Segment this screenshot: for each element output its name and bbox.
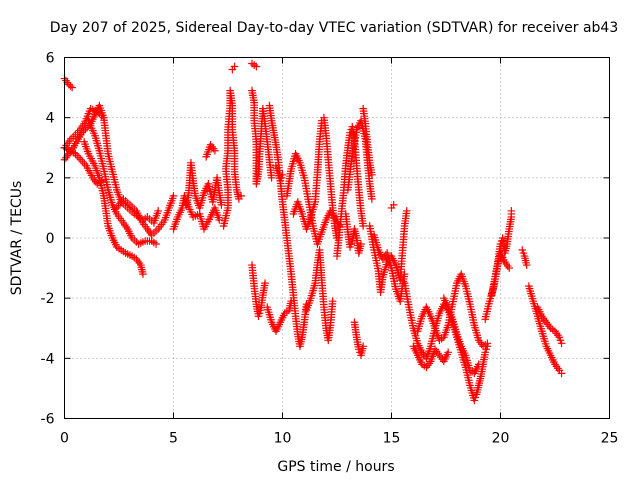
data-point xyxy=(215,216,224,224)
y-tick-label: 4 xyxy=(46,111,55,127)
data-point xyxy=(402,207,411,215)
data-point xyxy=(139,270,147,278)
data-point xyxy=(557,369,566,378)
x-tick-label: 10 xyxy=(274,431,292,447)
x-tick-label: 25 xyxy=(601,431,619,447)
data-point xyxy=(470,396,479,405)
y-tick-label: 6 xyxy=(46,51,55,67)
data-point xyxy=(237,192,245,200)
data-point xyxy=(474,360,483,369)
x-axis-label: GPS time / hours xyxy=(277,459,394,475)
data-point xyxy=(267,174,276,182)
data-point xyxy=(522,261,531,269)
data-point xyxy=(346,243,354,251)
data-point xyxy=(389,201,398,209)
data-point xyxy=(347,240,355,248)
data-point xyxy=(357,240,365,248)
data-point xyxy=(211,146,219,155)
data-point xyxy=(471,393,480,402)
data-point xyxy=(169,192,178,200)
data-point xyxy=(66,82,75,90)
data-point xyxy=(481,348,490,357)
y-axis-label: SDTVAR / TECUs xyxy=(9,181,25,296)
x-tick-label: 15 xyxy=(383,431,401,447)
data-point xyxy=(252,62,261,71)
data-point xyxy=(359,222,367,230)
data-point xyxy=(518,246,527,254)
data-point xyxy=(482,345,491,354)
y-tick-label: -2 xyxy=(41,291,55,307)
x-tick-label: 5 xyxy=(169,431,178,447)
axis-ticks: 0 5 10 15 20 25 -6 -4 -2 0 2 4 6 xyxy=(41,51,619,447)
data-point xyxy=(255,309,264,318)
data-point xyxy=(556,336,565,345)
data-point xyxy=(400,270,409,278)
data-point xyxy=(68,83,76,92)
data-point xyxy=(359,342,367,351)
data-point xyxy=(261,279,269,287)
data-point xyxy=(254,312,263,321)
data-point xyxy=(152,240,160,248)
data-point xyxy=(505,264,514,272)
chart-title: Day 207 of 2025, Sidereal Day-to-day VTE… xyxy=(50,20,619,36)
data-point xyxy=(507,207,516,215)
y-tick-label: 0 xyxy=(46,231,55,247)
data-point xyxy=(230,62,239,71)
data-point xyxy=(444,348,452,357)
data-point xyxy=(519,249,528,257)
data-point xyxy=(154,207,163,215)
data-point xyxy=(217,201,226,209)
x-tick-label: 20 xyxy=(492,431,510,447)
y-tick-label: -4 xyxy=(41,351,55,367)
y-tick-label: -6 xyxy=(41,412,55,428)
data-point xyxy=(483,339,492,348)
data-points xyxy=(60,59,566,405)
data-point xyxy=(557,339,566,348)
data-point xyxy=(555,333,564,342)
data-point xyxy=(278,171,287,179)
data-point xyxy=(368,171,376,179)
data-point xyxy=(328,297,337,305)
x-tick-label: 0 xyxy=(60,431,69,447)
y-tick-label: 2 xyxy=(46,171,55,187)
data-point xyxy=(368,195,376,203)
